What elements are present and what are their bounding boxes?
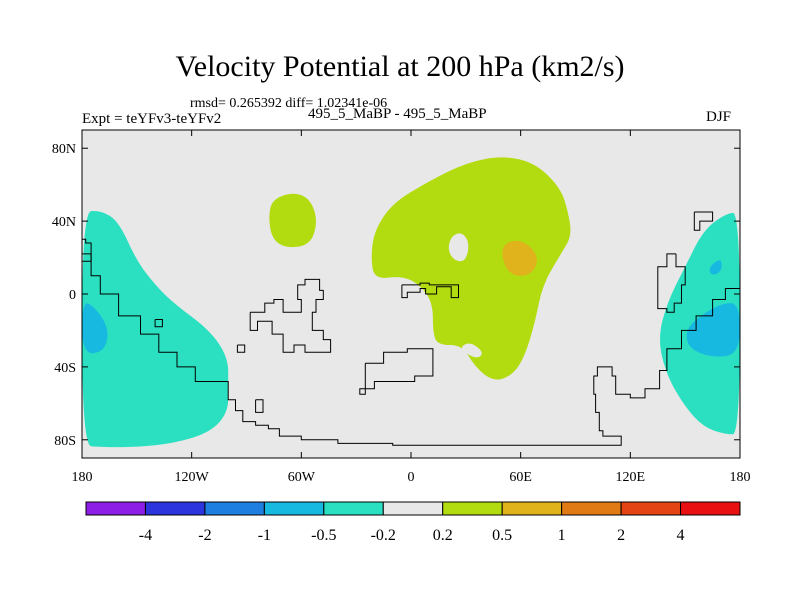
chart-title: Velocity Potential at 200 hPa (km2/s) — [175, 50, 625, 83]
contour-region-8 — [448, 233, 469, 262]
colorbar-label: 2 — [617, 527, 625, 544]
coastline-8 — [82, 253, 92, 262]
colorbar-swatch — [680, 501, 741, 516]
colorbar-label: -0.2 — [371, 527, 396, 544]
coastline-5 — [401, 282, 459, 299]
season-label: DJF — [706, 109, 732, 125]
coastline-7 — [693, 211, 714, 231]
x-tick-label: 120W — [175, 470, 210, 485]
colorbar-swatch — [204, 501, 265, 516]
coastline-3 — [255, 399, 264, 413]
x-tick-label: 120E — [616, 470, 646, 485]
colorbar-label: -4 — [139, 527, 152, 544]
y-tick-label: 80S — [54, 434, 76, 449]
colorbar-swatch — [501, 501, 563, 516]
x-tick-label: 180 — [730, 470, 751, 485]
colorbar-label: -1 — [258, 527, 271, 544]
contour-region-6 — [371, 157, 571, 380]
colorbar-swatch — [144, 501, 206, 516]
coastline-2 — [236, 344, 246, 353]
coastline-1 — [154, 319, 163, 328]
y-tick-label: 0 — [69, 288, 76, 303]
x-tick-label: 60E — [509, 470, 532, 485]
coastline-6 — [359, 348, 434, 395]
y-tick-label: 80N — [52, 142, 76, 157]
colorbar-label: -0.5 — [311, 527, 336, 544]
contour-region-5 — [269, 193, 316, 248]
colorbar-label: 0.5 — [492, 527, 512, 544]
contour-region-2 — [82, 303, 108, 354]
colorbar-swatch — [323, 501, 384, 516]
contour-region-3 — [686, 303, 740, 357]
colorbar-swatch — [561, 501, 622, 516]
colorbar-label: 4 — [677, 527, 685, 544]
colorbar-swatch — [85, 501, 146, 516]
period-label: 495_5_MaBP - 495_5_MaBP — [308, 106, 487, 122]
experiment-label: Expt = teYFv3-teYFv2 — [82, 111, 222, 127]
y-tick-label: 40S — [54, 361, 76, 376]
stats-subtitle: rmsd= 0.265392 diff= 1.02341e-06 — [190, 96, 388, 111]
contour-region-0 — [82, 210, 229, 448]
x-tick-label: 60W — [288, 470, 316, 485]
coastline-4 — [249, 278, 332, 353]
colorbar-swatch — [620, 501, 682, 516]
colorbar-label: -2 — [198, 527, 211, 544]
contour-region-4 — [709, 260, 722, 275]
x-tick-label: 180 — [72, 470, 93, 485]
coastline-0 — [82, 238, 740, 446]
contour-region-9 — [461, 343, 482, 358]
contour-region-7 — [502, 240, 537, 276]
colorbar-swatch — [382, 501, 444, 516]
y-tick-label: 40N — [52, 215, 76, 230]
colorbar-label: 1 — [558, 527, 566, 544]
coastline-9 — [657, 253, 686, 313]
colorbar-label: 0.2 — [433, 527, 453, 544]
x-tick-label: 0 — [408, 470, 415, 485]
colorbar-swatch — [263, 501, 325, 516]
colorbar-swatch — [442, 501, 503, 516]
